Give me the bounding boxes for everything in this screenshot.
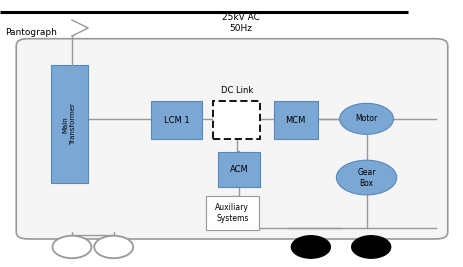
Circle shape [52, 236, 91, 258]
FancyBboxPatch shape [213, 101, 259, 139]
Text: LCM 1: LCM 1 [163, 116, 189, 125]
Circle shape [351, 236, 390, 258]
Circle shape [336, 160, 396, 195]
Text: DC Link: DC Link [220, 86, 252, 95]
FancyBboxPatch shape [150, 101, 201, 139]
Text: 25kV AC
50Hz: 25kV AC 50Hz [222, 13, 260, 33]
Circle shape [94, 236, 133, 258]
FancyBboxPatch shape [51, 65, 88, 183]
Text: Main
Transformer: Main Transformer [63, 103, 76, 145]
Circle shape [339, 103, 393, 134]
Text: Auxiliary
Systems: Auxiliary Systems [215, 203, 249, 223]
FancyBboxPatch shape [16, 39, 447, 239]
FancyBboxPatch shape [273, 101, 317, 139]
Text: Motor: Motor [355, 114, 377, 123]
FancyBboxPatch shape [205, 196, 258, 230]
Text: Gear
Box: Gear Box [357, 167, 375, 188]
Circle shape [291, 236, 330, 258]
Text: ACM: ACM [229, 165, 248, 174]
Text: MCM: MCM [285, 116, 305, 125]
Text: Pantograph: Pantograph [5, 28, 56, 37]
FancyBboxPatch shape [218, 152, 259, 187]
